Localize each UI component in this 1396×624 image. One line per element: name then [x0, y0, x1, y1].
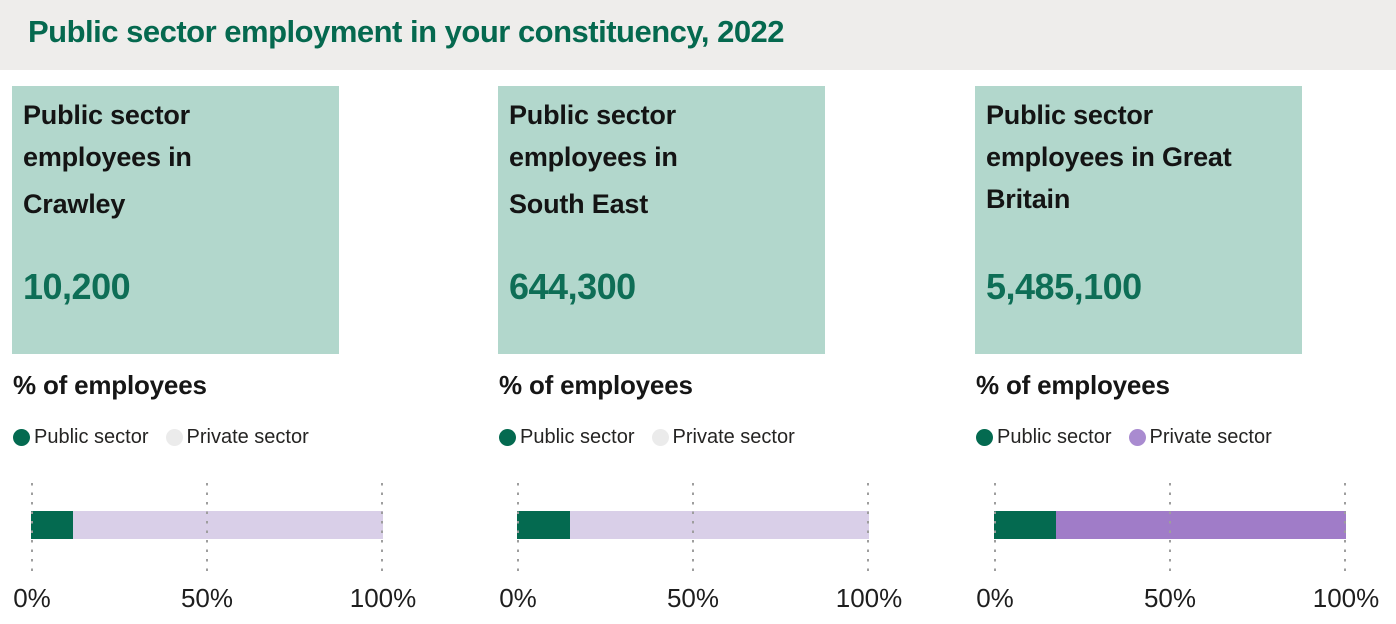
gridline-0 — [517, 483, 519, 578]
stat-card: Public sector employees in Crawley 10,20… — [12, 86, 339, 354]
legend: Public sector Private sector — [976, 426, 1272, 449]
legend-item-private[interactable]: Private sector — [1128, 426, 1272, 449]
gridline-0 — [31, 483, 33, 578]
legend-label: Private sector — [672, 426, 795, 448]
axis-tick-0: 0% — [976, 583, 1014, 613]
page-title: Public sector employment in your constit… — [28, 14, 785, 49]
legend-item-public[interactable]: Public sector — [499, 426, 635, 449]
stacked-bar-chart — [994, 483, 1346, 578]
axis-tick-100: 100% — [835, 583, 903, 613]
x-axis: 0% 50% 100% — [976, 583, 1379, 613]
x-axis: 0% 50% 100% — [13, 583, 416, 613]
legend-label: Public sector — [34, 426, 149, 448]
axis-tick-100: 100% — [349, 583, 417, 613]
gridline-100 — [867, 483, 869, 578]
stat-card-area: Great Britain — [986, 142, 1232, 214]
stat-card-area: South East — [509, 189, 649, 219]
bar-segment-public[interactable] — [31, 511, 74, 539]
stat-card-area: Crawley — [23, 189, 126, 219]
gridline-50 — [206, 483, 208, 578]
stacked-bar-chart — [517, 483, 869, 578]
gridline-50 — [692, 483, 694, 578]
stat-card: Public sector employees in South East 64… — [498, 86, 825, 354]
stat-card-value: 10,200 — [23, 266, 131, 307]
bar-segment-private[interactable] — [73, 511, 383, 539]
legend-item-private[interactable]: Private sector — [165, 426, 309, 449]
gridline-50 — [1169, 483, 1171, 578]
stat-card-value: 5,485,100 — [986, 266, 1142, 307]
stat-card-title: Public sector employees in Crawley — [23, 94, 281, 225]
legend-swatch-private — [1128, 429, 1146, 446]
axis-tick-0: 0% — [499, 583, 537, 613]
legend: Public sector Private sector — [499, 426, 795, 449]
bar — [31, 511, 383, 539]
stat-card-title: Public sector employees in Great Britain — [986, 100, 1232, 214]
axis-tick-50: 50% — [1143, 583, 1197, 613]
chart-title: % of employees — [13, 370, 207, 400]
legend-swatch-public — [976, 429, 993, 446]
gridline-100 — [1344, 483, 1346, 578]
axis-tick-50: 50% — [180, 583, 234, 613]
chart-title: % of employees — [499, 370, 693, 400]
stat-card-value: 644,300 — [509, 266, 636, 307]
legend-swatch-private — [651, 429, 669, 446]
header-bar: Public sector employment in your constit… — [0, 0, 1396, 70]
bar — [517, 511, 869, 539]
gridline-100 — [381, 483, 383, 578]
legend: Public sector Private sector — [13, 426, 309, 449]
legend-swatch-private — [165, 429, 183, 446]
legend-item-private[interactable]: Private sector — [651, 426, 795, 449]
x-axis: 0% 50% 100% — [499, 583, 902, 613]
panel-crawley: Public sector employees in Crawley 10,20… — [12, 86, 424, 616]
stat-card: Public sector employees in Great Britain… — [975, 86, 1302, 354]
axis-tick-0: 0% — [13, 583, 51, 613]
legend-label: Public sector — [520, 426, 635, 448]
legend-swatch-public — [499, 429, 516, 446]
axis-tick-50: 50% — [666, 583, 720, 613]
bar-segment-private[interactable] — [1055, 511, 1346, 539]
axis-tick-100: 100% — [1312, 583, 1380, 613]
chart-title: % of employees — [976, 370, 1170, 400]
legend-item-public[interactable]: Public sector — [13, 426, 149, 449]
bar — [994, 511, 1346, 539]
panel-south-east: Public sector employees in South East 64… — [498, 86, 910, 616]
legend-item-public[interactable]: Public sector — [976, 426, 1112, 449]
bar-segment-public[interactable] — [994, 511, 1056, 539]
bar-segment-public[interactable] — [517, 511, 570, 539]
legend-label: Private sector — [186, 426, 309, 448]
bar-segment-private[interactable] — [569, 511, 869, 539]
stacked-bar-chart — [31, 483, 383, 578]
legend-label: Private sector — [1149, 426, 1272, 448]
legend-label: Public sector — [997, 426, 1112, 448]
gridline-0 — [994, 483, 996, 578]
legend-swatch-public — [13, 429, 30, 446]
panel-great-britain: Public sector employees in Great Britain… — [975, 86, 1387, 616]
stat-card-title: Public sector employees in South East — [509, 94, 767, 225]
